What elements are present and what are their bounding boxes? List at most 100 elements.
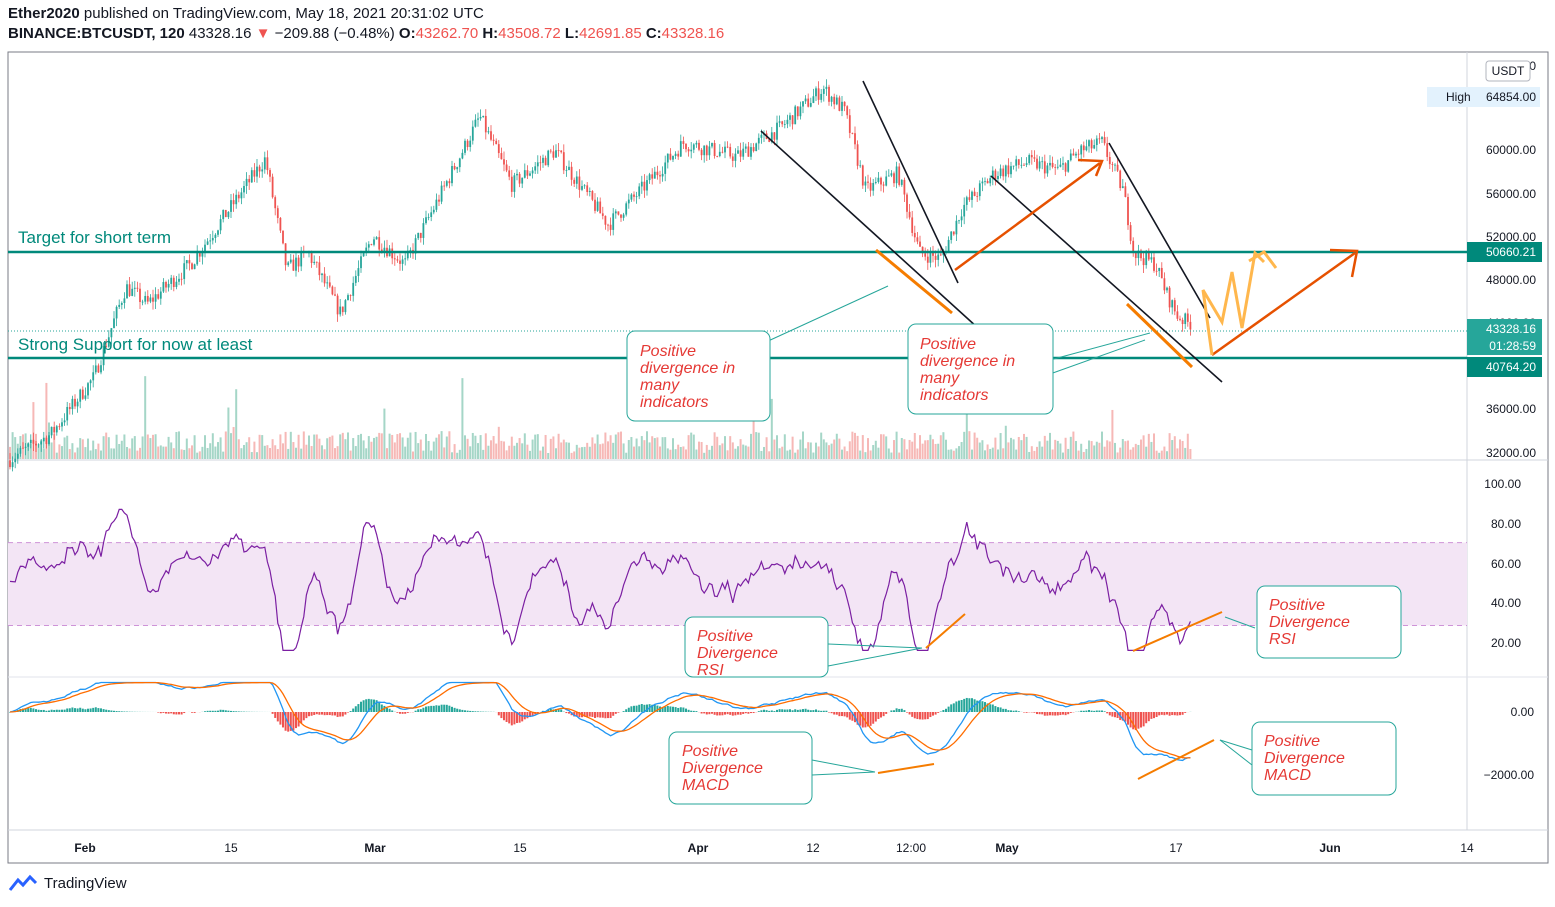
macd-hist-bar (947, 706, 950, 712)
volume-bar (1140, 439, 1142, 459)
time-axis[interactable]: Feb 15 Mar 15 Apr 12 12:00 May 17 Jun 14 (74, 841, 1474, 855)
volume-bar (1033, 450, 1036, 459)
annotation-text: RSI (1269, 631, 1296, 648)
rsi-divergence-line-2[interactable] (1132, 611, 1223, 652)
volume-bar (945, 439, 947, 459)
volume-bar (1176, 448, 1179, 459)
channel-line-2b[interactable] (1108, 142, 1211, 319)
channel-line-2a[interactable] (990, 175, 1223, 383)
macd-hist-bar (271, 712, 274, 714)
volume-bar (469, 446, 472, 459)
divergence-price-line-2[interactable] (1125, 302, 1194, 369)
time-tick-label: Mar (364, 841, 386, 855)
macd-hist-bar (318, 712, 321, 715)
candle-body (1106, 143, 1109, 157)
macd-hist-bar (464, 710, 466, 712)
volume-bar (760, 450, 763, 459)
candle-body (430, 212, 433, 218)
volume-bar (331, 435, 334, 459)
macd-divergence-line-1[interactable] (877, 763, 935, 774)
macd-hist-bar (633, 705, 635, 712)
candle-body (300, 251, 303, 267)
candle-body (565, 170, 568, 171)
volume-bar (856, 435, 859, 459)
volume-bar (765, 437, 768, 459)
candle-body (484, 115, 487, 133)
volume-bar (1067, 448, 1070, 459)
macd-hist-bar (115, 711, 118, 712)
volume-bar (1184, 447, 1187, 459)
macd-hist-bar (794, 709, 797, 712)
candle-body (154, 294, 157, 302)
candle-body (952, 231, 955, 235)
volume-bar (1080, 443, 1083, 459)
candle-body (643, 181, 646, 191)
channel-line-1a[interactable] (760, 130, 979, 329)
macd-hist-bar (721, 712, 724, 716)
macd-hist-bar (94, 707, 97, 712)
volume-bar (815, 442, 817, 459)
rsi-axis[interactable]: 100.00 80.00 60.00 40.00 20.00 (1484, 477, 1521, 650)
macd-hist-bar (282, 712, 284, 728)
projected-path-line[interactable] (1201, 249, 1266, 356)
volume-bar (123, 434, 126, 459)
candle-body (188, 260, 191, 264)
candle-body (37, 444, 40, 446)
candle-body (55, 426, 58, 433)
candle-body (399, 260, 401, 264)
macd-hist-bar (505, 712, 508, 722)
channel-line-1b[interactable] (862, 80, 959, 284)
volume-bar (1147, 433, 1150, 459)
volume-bar (302, 431, 305, 459)
volume-bar (742, 444, 745, 459)
annotation-text: Divergence (1264, 750, 1345, 767)
publisher-name[interactable]: Ether2020 (8, 5, 80, 22)
macd-hist-bar (604, 712, 607, 719)
volume-bar (997, 449, 999, 459)
candle-body (1137, 250, 1140, 259)
macd-hist-bar (718, 712, 721, 716)
macd-axis[interactable]: 0.00 −2000.00 (1484, 705, 1535, 782)
volume-bar (874, 440, 877, 459)
volume-bar (633, 446, 635, 459)
divergence-price-line-1[interactable] (875, 248, 953, 315)
footer-branding[interactable]: TradingView (8, 874, 127, 892)
volume-bar (794, 452, 797, 459)
candle-body (79, 389, 82, 402)
macd-hist-bar (687, 709, 690, 712)
volume-bar (279, 434, 282, 459)
volume-bar (74, 452, 76, 459)
rsi-divergence-line-1[interactable] (925, 613, 966, 649)
volume-bar (323, 449, 326, 459)
volume-bar (885, 436, 888, 459)
volume-bar (349, 450, 352, 459)
time-tick-label: 12:00 (896, 841, 926, 855)
projection-arrow-line[interactable] (1211, 251, 1356, 357)
candle-body (1059, 164, 1062, 167)
candle-body (531, 170, 534, 174)
candle-body (471, 126, 474, 141)
volume-bar (422, 450, 425, 459)
macd-divergence-line-2[interactable] (1137, 739, 1215, 780)
volume-bar (339, 434, 342, 459)
macd-hist-bar (529, 712, 531, 718)
macd-hist-bar (305, 712, 308, 719)
candle-body (53, 426, 56, 433)
candle-body (867, 181, 869, 183)
volume-bar (471, 432, 474, 459)
volume-bar (414, 431, 417, 459)
macd-hist-bar (664, 706, 667, 712)
annotation-box (1251, 721, 1397, 796)
candle-body (180, 278, 183, 280)
candle-body (243, 186, 245, 193)
currency-badge[interactable] (1485, 60, 1531, 82)
volume-bar (812, 452, 815, 459)
rally-arrow-line[interactable] (954, 161, 1101, 272)
macd-hist-bar (510, 712, 513, 726)
trend-drawings[interactable] (760, 80, 1359, 780)
volume-bar (854, 432, 856, 459)
candle-body (113, 318, 115, 329)
rsi-tick-label: 80.00 (1491, 517, 1521, 531)
